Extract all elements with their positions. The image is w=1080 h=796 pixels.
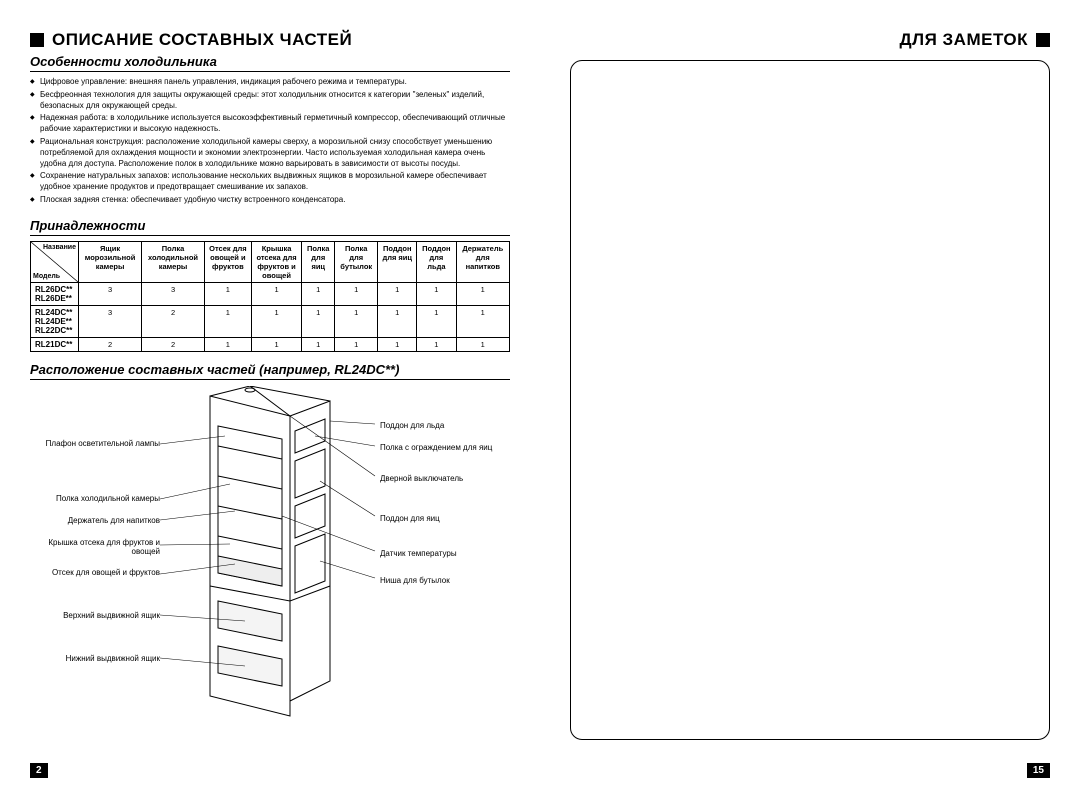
bullet-square-icon	[1036, 33, 1050, 47]
table-header: Держатель для напитков	[456, 241, 509, 282]
table-row: RL24DC**RL24DE**RL22DC**321111111	[31, 305, 510, 337]
table-row: RL26DC**RL26DE**331111111	[31, 282, 510, 305]
value-cell: 1	[378, 282, 417, 305]
value-cell: 1	[204, 337, 251, 351]
features-list: Цифровое управление: внешняя панель упра…	[30, 77, 510, 206]
value-cell: 1	[251, 282, 302, 305]
table-corner-cell: Название Модель	[31, 241, 79, 282]
value-cell: 1	[302, 337, 335, 351]
value-cell: 1	[204, 282, 251, 305]
section-title-right: ДЛЯ ЗАМЕТОК	[570, 30, 1050, 50]
model-cell: RL21DC**	[31, 337, 79, 351]
diagram-label-right: Поддон для яиц	[380, 514, 500, 524]
feature-item: Сохранение натуральных запахов: использо…	[30, 171, 510, 193]
value-cell: 1	[456, 282, 509, 305]
bullet-square-icon	[30, 33, 44, 47]
feature-item: Бесфреонная технология для защиты окружа…	[30, 90, 510, 112]
subtitle-layout: Расположение составных частей (например,…	[30, 362, 510, 380]
value-cell: 2	[142, 305, 205, 337]
model-cell: RL24DC**RL24DE**RL22DC**	[31, 305, 79, 337]
right-page: ДЛЯ ЗАМЕТОК 15	[540, 0, 1080, 796]
fridge-diagram: Плафон осветительной лампы Полка холодиль…	[30, 386, 510, 746]
feature-item: Цифровое управление: внешняя панель упра…	[30, 77, 510, 88]
value-cell: 3	[79, 282, 142, 305]
subtitle-features: Особенности холодильника	[30, 54, 510, 72]
section-title-left: ОПИСАНИЕ СОСТАВНЫХ ЧАСТЕЙ	[30, 30, 510, 50]
page-number-right: 15	[1027, 763, 1050, 778]
model-cell: RL26DC**RL26DE**	[31, 282, 79, 305]
page-number-left: 2	[30, 763, 48, 778]
diagram-label-right: Ниша для бутылок	[380, 576, 500, 586]
value-cell: 1	[417, 282, 456, 305]
value-cell: 1	[302, 282, 335, 305]
diagram-label-right: Полка с ограждением для яиц	[380, 443, 500, 453]
diagram-label-left: Полка холодильной камеры	[30, 494, 160, 504]
table-header: Отсек для овощей и фруктов	[204, 241, 251, 282]
left-page: ОПИСАНИЕ СОСТАВНЫХ ЧАСТЕЙ Особенности хо…	[0, 0, 540, 796]
value-cell: 2	[79, 337, 142, 351]
value-cell: 1	[456, 305, 509, 337]
table-row: RL21DC**221111111	[31, 337, 510, 351]
feature-item: Плоская задняя стенка: обеспечивает удоб…	[30, 195, 510, 206]
value-cell: 1	[302, 305, 335, 337]
value-cell: 1	[417, 305, 456, 337]
value-cell: 1	[378, 305, 417, 337]
table-header: Полка для бутылок	[335, 241, 378, 282]
diagram-label-left: Отсек для овощей и фруктов	[30, 568, 160, 578]
feature-item: Надежная работа: в холодильнике использу…	[30, 113, 510, 135]
value-cell: 3	[79, 305, 142, 337]
value-cell: 1	[335, 305, 378, 337]
value-cell: 1	[251, 305, 302, 337]
table-header: Поддон для льда	[417, 241, 456, 282]
value-cell: 1	[456, 337, 509, 351]
section-title-text-right: ДЛЯ ЗАМЕТОК	[900, 30, 1028, 50]
value-cell: 1	[251, 337, 302, 351]
value-cell: 1	[335, 337, 378, 351]
diagram-label-right: Поддон для льда	[380, 421, 500, 431]
value-cell: 1	[204, 305, 251, 337]
value-cell: 3	[142, 282, 205, 305]
diagram-label-right: Датчик температуры	[380, 549, 500, 559]
accessories-table: НазваниеМодельЯщик морозильной камерыПол…	[30, 241, 510, 352]
diagram-label-left: Верхний выдвижной ящик	[30, 611, 160, 621]
table-header: Полка для яиц	[302, 241, 335, 282]
table-header: Ящик морозильной камеры	[79, 241, 142, 282]
diagram-label-left: Держатель для напитков	[30, 516, 160, 526]
section-title-text: ОПИСАНИЕ СОСТАВНЫХ ЧАСТЕЙ	[52, 30, 352, 50]
diagram-label-right: Дверной выключатель	[380, 474, 500, 484]
table-header: Крышка отсека для фруктов и овощей	[251, 241, 302, 282]
value-cell: 1	[335, 282, 378, 305]
table-header: Поддон для яиц	[378, 241, 417, 282]
diagram-label-left: Нижний выдвижной ящик	[30, 654, 160, 664]
diagram-label-left: Крышка отсека для фруктов и овощей	[30, 538, 160, 557]
diagram-label-left: Плафон осветительной лампы	[30, 439, 160, 449]
corner-bottom-label: Модель	[33, 273, 60, 280]
value-cell: 1	[417, 337, 456, 351]
table-header: Полка холодильной камеры	[142, 241, 205, 282]
value-cell: 1	[378, 337, 417, 351]
subtitle-accessories: Принадлежности	[30, 218, 510, 236]
corner-top-label: Название	[43, 244, 76, 251]
feature-item: Рациональная конструкция: расположение х…	[30, 137, 510, 169]
value-cell: 2	[142, 337, 205, 351]
notes-box	[570, 60, 1050, 740]
